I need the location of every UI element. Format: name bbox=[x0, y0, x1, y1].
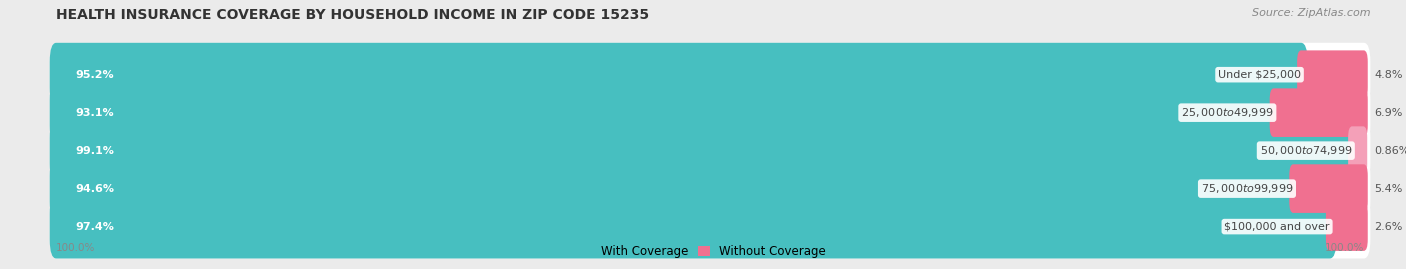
Text: Under $25,000: Under $25,000 bbox=[1218, 70, 1301, 80]
Text: 100.0%: 100.0% bbox=[56, 243, 96, 253]
Text: 6.9%: 6.9% bbox=[1374, 108, 1403, 118]
FancyBboxPatch shape bbox=[49, 81, 1279, 144]
FancyBboxPatch shape bbox=[49, 195, 1371, 259]
Text: 94.6%: 94.6% bbox=[76, 184, 115, 194]
Text: Source: ZipAtlas.com: Source: ZipAtlas.com bbox=[1253, 8, 1371, 18]
FancyBboxPatch shape bbox=[1348, 126, 1367, 175]
Text: $75,000 to $99,999: $75,000 to $99,999 bbox=[1201, 182, 1294, 195]
Text: 93.1%: 93.1% bbox=[76, 108, 114, 118]
FancyBboxPatch shape bbox=[49, 81, 1371, 144]
FancyBboxPatch shape bbox=[49, 119, 1371, 183]
Text: HEALTH INSURANCE COVERAGE BY HOUSEHOLD INCOME IN ZIP CODE 15235: HEALTH INSURANCE COVERAGE BY HOUSEHOLD I… bbox=[56, 8, 650, 22]
Text: $25,000 to $49,999: $25,000 to $49,999 bbox=[1181, 106, 1274, 119]
Text: 95.2%: 95.2% bbox=[76, 70, 114, 80]
FancyBboxPatch shape bbox=[49, 43, 1371, 107]
Text: 5.4%: 5.4% bbox=[1374, 184, 1403, 194]
FancyBboxPatch shape bbox=[1298, 50, 1368, 99]
Text: $100,000 and over: $100,000 and over bbox=[1225, 222, 1330, 232]
Text: 99.1%: 99.1% bbox=[76, 146, 115, 156]
Text: 100.0%: 100.0% bbox=[1324, 243, 1364, 253]
FancyBboxPatch shape bbox=[1270, 88, 1368, 137]
Legend: With Coverage, Without Coverage: With Coverage, Without Coverage bbox=[575, 241, 831, 263]
FancyBboxPatch shape bbox=[49, 119, 1358, 183]
FancyBboxPatch shape bbox=[49, 157, 1299, 221]
FancyBboxPatch shape bbox=[49, 157, 1371, 221]
Text: 4.8%: 4.8% bbox=[1374, 70, 1403, 80]
FancyBboxPatch shape bbox=[1326, 202, 1368, 251]
FancyBboxPatch shape bbox=[49, 43, 1308, 107]
FancyBboxPatch shape bbox=[49, 195, 1336, 259]
Text: 97.4%: 97.4% bbox=[76, 222, 115, 232]
Text: $50,000 to $74,999: $50,000 to $74,999 bbox=[1260, 144, 1353, 157]
FancyBboxPatch shape bbox=[1289, 164, 1368, 213]
Text: 0.86%: 0.86% bbox=[1374, 146, 1406, 156]
Text: 2.6%: 2.6% bbox=[1374, 222, 1403, 232]
